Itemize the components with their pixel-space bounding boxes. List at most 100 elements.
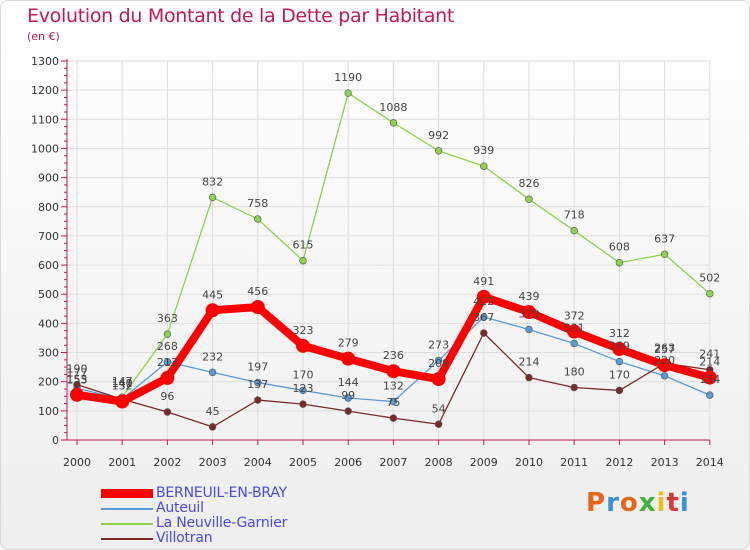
data-label-la-neuville-garnier: 153 <box>67 373 88 386</box>
x-tick-label: 2010 <box>515 456 543 469</box>
data-label-auteuil: 177 <box>67 366 88 379</box>
data-label-berneuil-en-bray: 155 <box>67 373 88 386</box>
data-point-la-neuville-garnier <box>208 193 217 202</box>
data-point-berneuil-en-bray <box>657 358 672 373</box>
data-point-villotran <box>434 420 443 428</box>
data-point-la-neuville-garnier <box>525 195 533 203</box>
data-point-berneuil-en-bray <box>205 303 220 318</box>
data-label-la-neuville-garnier: 637 <box>654 232 675 245</box>
data-label-auteuil: 273 <box>428 338 449 351</box>
data-label-la-neuville-garnier: 363 <box>157 312 178 325</box>
data-label-villotran: 241 <box>699 348 720 361</box>
data-label-berneuil-en-bray: 456 <box>247 285 268 298</box>
data-label-la-neuville-garnier: 1190 <box>334 71 362 84</box>
data-label-berneuil-en-bray: 132 <box>112 380 133 393</box>
y-tick-label: 1100 <box>31 113 59 126</box>
data-point-berneuil-en-bray <box>296 338 310 353</box>
data-label-villotran: 367 <box>473 311 494 324</box>
data-point-la-neuville-garnier <box>389 119 398 127</box>
data-label-villotran: 99 <box>341 389 355 402</box>
data-label-la-neuville-garnier: 615 <box>293 239 314 252</box>
x-tick-label: 2002 <box>153 456 181 469</box>
y-tick-label: 1200 <box>31 84 59 97</box>
data-label-berneuil-en-bray: 214 <box>699 356 720 369</box>
data-point-berneuil-en-bray <box>612 342 627 357</box>
data-point-villotran <box>480 329 488 337</box>
data-point-auteuil <box>389 397 398 406</box>
data-point-villotran <box>344 407 352 415</box>
data-point-berneuil-en-bray <box>160 370 175 385</box>
legend-label: Villotran <box>156 530 213 546</box>
x-tick-label: 2004 <box>244 456 272 469</box>
data-label-la-neuville-garnier: 826 <box>519 177 540 190</box>
data-point-la-neuville-garnier <box>163 330 172 338</box>
data-point-berneuil-en-bray <box>522 305 536 320</box>
data-point-villotran <box>254 396 262 404</box>
data-label-la-neuville-garnier: 939 <box>473 144 494 157</box>
legend-swatch <box>101 508 153 510</box>
data-label-villotran: 54 <box>432 402 446 415</box>
series-layer <box>70 89 717 431</box>
y-tick-label: 400 <box>38 317 59 330</box>
logo-letter: P <box>586 488 607 518</box>
data-point-berneuil-en-bray <box>702 370 717 385</box>
data-label-la-neuville-garnier: 718 <box>564 209 585 222</box>
data-label-berneuil-en-bray: 213 <box>157 356 178 369</box>
data-label-auteuil: 232 <box>202 350 223 363</box>
data-point-auteuil <box>480 313 488 321</box>
data-point-la-neuville-garnier <box>434 147 443 155</box>
data-label-la-neuville-garnier: 608 <box>609 241 630 254</box>
data-point-berneuil-en-bray <box>431 372 446 387</box>
data-label-berneuil-en-bray: 323 <box>293 324 314 337</box>
data-point-villotran <box>570 383 578 392</box>
data-label-berneuil-en-bray: 209 <box>428 357 449 370</box>
data-label-la-neuville-garnier: 832 <box>202 175 223 188</box>
data-label-auteuil: 154 <box>699 373 720 386</box>
y-tick-label: 700 <box>38 230 59 243</box>
data-label-berneuil-en-bray: 439 <box>519 290 540 303</box>
data-point-auteuil <box>660 372 669 380</box>
chart-title: Evolution du Montant de la Dette par Hab… <box>27 5 455 27</box>
y-tick-label: 800 <box>38 201 59 214</box>
x-tick-label: 2009 <box>470 456 498 469</box>
data-label-berneuil-en-bray: 445 <box>202 288 223 301</box>
data-label-berneuil-en-bray: 372 <box>564 310 585 323</box>
data-label-villotran: 170 <box>609 368 630 381</box>
chart-unit-label: (en €) <box>27 30 60 43</box>
data-label-villotran: 45 <box>206 405 220 418</box>
y-tick-label: 1000 <box>31 142 59 155</box>
logo-letter: t <box>666 488 680 518</box>
data-point-berneuil-en-bray <box>386 364 401 379</box>
data-label-la-neuville-garnier: 502 <box>699 272 720 285</box>
data-label-la-neuville-garnier: 758 <box>247 197 268 210</box>
data-point-auteuil <box>706 391 714 399</box>
data-label-auteuil: 197 <box>247 361 268 374</box>
data-point-auteuil <box>163 358 172 366</box>
data-label-auteuil: 331 <box>564 322 585 335</box>
data-point-la-neuville-garnier <box>706 289 714 298</box>
x-tick-label: 2011 <box>560 456 588 469</box>
data-label-auteuil: 144 <box>338 376 359 389</box>
data-point-auteuil <box>525 325 533 334</box>
data-label-villotran: 75 <box>386 396 400 409</box>
data-label-villotran: 263 <box>654 341 675 354</box>
data-point-villotran <box>525 373 533 382</box>
data-point-auteuil <box>344 394 352 402</box>
data-point-auteuil <box>299 386 307 395</box>
data-point-villotran <box>208 423 217 431</box>
x-tick-label: 2007 <box>379 456 407 469</box>
legend-swatch <box>101 523 153 525</box>
data-point-auteuil <box>434 356 443 365</box>
data-point-auteuil <box>615 357 624 366</box>
data-label-auteuil: 268 <box>157 340 178 353</box>
data-point-la-neuville-garnier <box>344 89 352 97</box>
data-point-villotran <box>163 408 172 416</box>
data-label-auteuil: 269 <box>609 340 630 353</box>
data-point-berneuil-en-bray <box>115 394 130 409</box>
x-tick-label: 2005 <box>289 456 317 469</box>
legend-label: BERNEUIL-EN-BRAY <box>156 485 287 501</box>
x-tick-label: 2014 <box>696 456 724 469</box>
data-point-berneuil-en-bray <box>476 289 491 304</box>
data-point-auteuil <box>570 339 578 348</box>
